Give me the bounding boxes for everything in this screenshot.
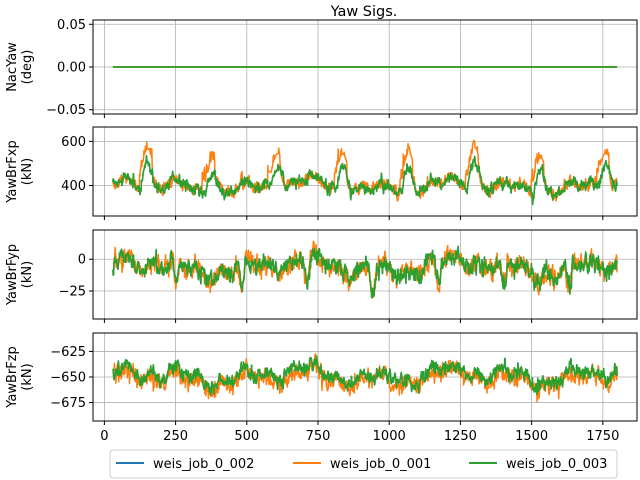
y-axis-label-line: YawBrFxp <box>5 140 20 203</box>
series-line-weis_job_0_003 <box>112 355 618 396</box>
y-tick-label: 0.05 <box>57 18 86 33</box>
y-tick-label: 0 <box>78 253 86 268</box>
y-tick-label: −650 <box>50 371 86 386</box>
y-tick-label: 400 <box>61 179 86 194</box>
panel-yawbrfxp: 400 600 YawBrFxp(kN) <box>5 126 638 220</box>
panel-yawbrfzp: −675 −650 −625 YawBrFzp(kN) <box>5 332 638 425</box>
y-axis-label-line: YawBrFzp <box>5 346 20 409</box>
x-tick-label: 250 <box>163 429 188 444</box>
x-tick-label: 500 <box>234 429 259 444</box>
series-line-weis_job_0_003 <box>112 155 618 206</box>
y-tick-label: −0.05 <box>46 103 86 118</box>
series-line-weis_job_0_003 <box>112 245 618 299</box>
y-axis-label: NacYaw(deg) <box>5 42 35 92</box>
legend-label: weis_job_0_001 <box>330 457 431 472</box>
x-tick-label: 1000 <box>373 429 406 444</box>
x-tick-label: 0 <box>100 429 108 444</box>
y-axis-label: YawBrFyp(kN) <box>5 244 35 306</box>
y-tick-label: 0.00 <box>57 61 86 76</box>
panel-yawbrfyp: −25 0 YawBrFyp(kN) <box>5 229 638 323</box>
legend-box <box>109 449 618 479</box>
y-axis-label-line: YawBrFyp <box>5 244 20 306</box>
y-tick-label: −25 <box>59 285 86 300</box>
series-line-weis_job_0_001 <box>112 240 618 299</box>
y-axis-label: YawBrFxp(kN) <box>5 140 35 203</box>
y-axis-label-line: (deg) <box>20 50 35 85</box>
chart-title: Yaw Sigs. <box>330 4 398 20</box>
y-axis-label-line: (kN) <box>20 261 35 288</box>
y-tick-label: −675 <box>50 396 86 411</box>
y-axis-label-line: (kN) <box>20 363 35 390</box>
axes-frame <box>92 229 638 320</box>
y-axis-label-line: NacYaw <box>5 42 20 92</box>
series-lines <box>112 240 618 299</box>
series-lines <box>112 352 618 403</box>
series-line-weis_job_0_002 <box>112 155 618 206</box>
axes-frame <box>92 126 638 217</box>
legend: weis_job_0_002 weis_job_0_001 weis_job_0_0… <box>109 449 618 479</box>
y-tick-label: −625 <box>50 345 86 360</box>
y-axis-label: YawBrFzp(kN) <box>5 346 35 409</box>
subplot-stack: −0.050.000.05NacYaw(deg)400600YawBrFxp(k… <box>5 18 638 444</box>
y-axis-label-line: (kN) <box>20 158 35 185</box>
x-tick-label: 1750 <box>586 429 619 444</box>
legend-label: weis_job_0_003 <box>506 457 607 472</box>
series-lines <box>112 139 618 206</box>
y-tick-label: 600 <box>61 135 86 150</box>
x-tick-label: 1250 <box>444 429 477 444</box>
panel-nacyaw: −0.05 0.00 0.05 NacYaw(deg) <box>5 18 638 118</box>
legend-label: weis_job_0_002 <box>153 457 254 472</box>
x-tick-label: 1500 <box>515 429 548 444</box>
x-tick-label: 750 <box>306 429 331 444</box>
